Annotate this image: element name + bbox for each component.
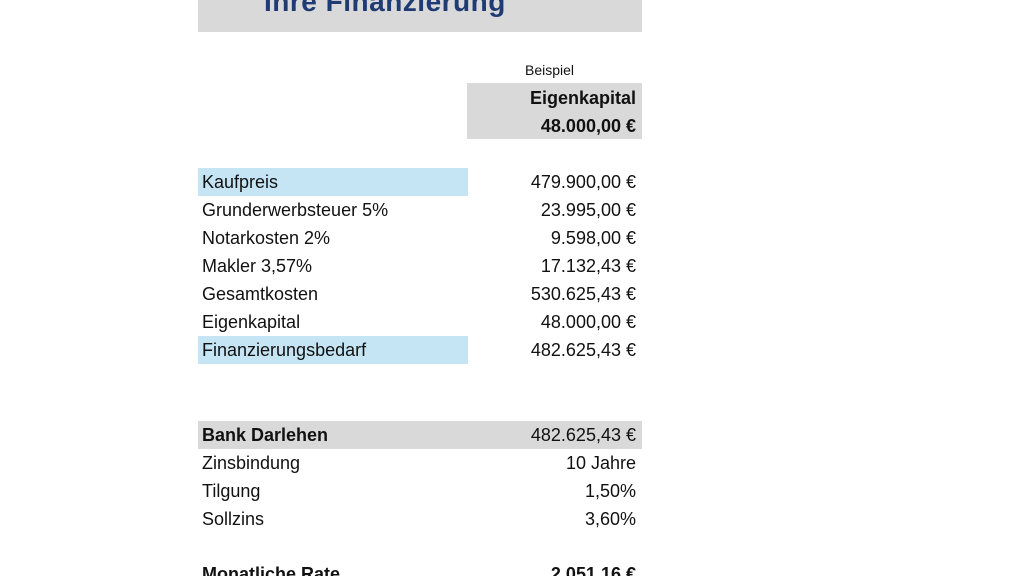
cost-row-label: Finanzierungsbedarf [198, 336, 468, 364]
cost-row-kaufpreis: Kaufpreis 479.900,00 € [198, 168, 642, 196]
loan-row-value: 1,50% [584, 481, 636, 501]
cost-row-finanzierungsbedarf: Finanzierungsbedarf 482.625,43 € [198, 336, 642, 364]
loan-row-label: Bank Darlehen [202, 425, 329, 445]
loan-row-bank-darlehen: Bank Darlehen 482.625,43 € [198, 421, 642, 449]
cost-row-gesamtkosten: Gesamtkosten 530.625,43 € [198, 280, 642, 308]
cost-row-label: Makler 3,57% [202, 256, 313, 276]
loan-row-label: Sollzins [202, 509, 265, 529]
equity-box-label: Eigenkapital [529, 88, 636, 108]
loan-row-sollzins: Sollzins 3,60% [198, 505, 642, 533]
loan-row-zinsbindung: Zinsbindung 10 Jahre [198, 449, 642, 477]
example-label: Beispiel [525, 62, 575, 78]
cost-row-label: Eigenkapital [202, 312, 301, 332]
page-title: Ihre Finanzierung [264, 0, 506, 17]
loan-row-label: Zinsbindung [202, 453, 301, 473]
cost-row-value: 17.132,43 € [540, 256, 636, 276]
cost-row-grunderwerbsteuer: Grunderwerbsteuer 5% 23.995,00 € [198, 196, 642, 224]
monthly-rate-row: Monatliche Rate 2.051,16 € [198, 560, 642, 576]
cost-row-eigenkapital: Eigenkapital 48.000,00 € [198, 308, 642, 336]
cost-row-label: Grunderwerbsteuer 5% [202, 200, 389, 220]
cost-row-value: 530.625,43 € [530, 284, 636, 304]
loan-row-label: Tilgung [202, 481, 261, 501]
cost-row-makler: Makler 3,57% 17.132,43 € [198, 252, 642, 280]
monthly-rate-value: 2.051,16 € [550, 564, 636, 576]
cost-row-value: 48.000,00 € [540, 312, 636, 332]
monthly-rate-label: Monatliche Rate [202, 564, 341, 576]
equity-box-value: 48.000,00 € [540, 116, 636, 136]
cost-row-value: 479.900,00 € [530, 172, 636, 192]
cost-row-label: Gesamtkosten [202, 284, 319, 304]
loan-row-tilgung: Tilgung 1,50% [198, 477, 642, 505]
cost-row-label: Kaufpreis [198, 168, 468, 196]
loan-row-value: 482.625,43 € [530, 425, 636, 445]
loan-row-value: 10 Jahre [565, 453, 636, 473]
cost-row-value: 9.598,00 € [550, 228, 636, 248]
cost-row-value: 23.995,00 € [540, 200, 636, 220]
equity-box: Eigenkapital 48.000,00 € [467, 83, 642, 139]
title-bar [198, 0, 642, 32]
cost-row-notarkosten: Notarkosten 2% 9.598,00 € [198, 224, 642, 252]
loan-row-value: 3,60% [584, 509, 636, 529]
cost-row-label: Notarkosten 2% [202, 228, 331, 248]
cost-row-value: 482.625,43 € [530, 340, 636, 360]
